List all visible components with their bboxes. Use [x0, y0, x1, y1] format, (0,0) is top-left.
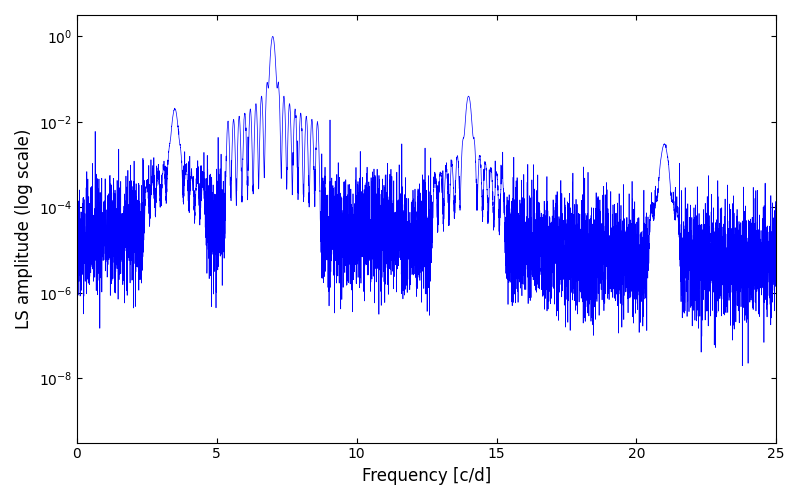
Y-axis label: LS amplitude (log scale): LS amplitude (log scale)	[15, 128, 33, 329]
X-axis label: Frequency [c/d]: Frequency [c/d]	[362, 467, 491, 485]
